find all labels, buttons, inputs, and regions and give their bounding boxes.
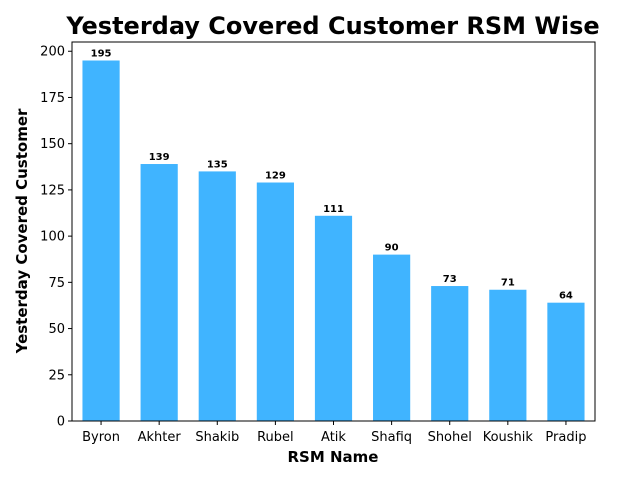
chart-title: Yesterday Covered Customer RSM Wise: [65, 12, 599, 40]
data-label-koushik: 71: [501, 278, 515, 289]
bar-byron: [82, 60, 120, 422]
x-tick-label-koushik: Koushik: [483, 430, 534, 445]
y-tick-label: 200: [40, 45, 65, 60]
plot-area: 195 Byron 139 Akhter 135 Shakib 129 Rubel 111 Ati…: [40, 41, 596, 445]
y-tick-label: 175: [40, 91, 65, 106]
y-axis-label: Yesterday Covered Customer: [13, 108, 31, 354]
data-label-rubel: 129: [265, 171, 286, 182]
bar-koushik: [489, 289, 527, 421]
bar-rubel: [256, 182, 294, 421]
data-label-shakib: 135: [207, 159, 228, 170]
x-tick-label-shafiq: Shafiq: [371, 430, 412, 445]
y-tick-label: 0: [57, 415, 65, 430]
bar-shohel: [431, 286, 469, 421]
data-label-atik: 111: [323, 204, 344, 215]
plot-frame: [71, 41, 596, 422]
y-tick-label: 25: [48, 368, 65, 383]
data-label-pradip: 64: [559, 291, 573, 302]
x-axis-label: RSM Name: [288, 448, 379, 466]
y-tick-label: 100: [40, 230, 65, 245]
data-label-akhter: 139: [149, 152, 170, 163]
x-tick-label-shohel: Shohel: [428, 430, 472, 445]
bar-akhter: [140, 164, 178, 421]
y-tick-label: 125: [40, 183, 65, 198]
x-tick-label-rubel: Rubel: [257, 430, 294, 445]
data-label-shafiq: 90: [385, 243, 399, 254]
data-label-byron: 195: [91, 48, 112, 59]
x-tick-label-shakib: Shakib: [195, 430, 239, 445]
bar-shakib: [198, 171, 236, 421]
bar-atik: [314, 215, 353, 421]
y-tick-label: 150: [40, 137, 65, 152]
x-tick-label-atik: Atik: [321, 430, 346, 445]
bar-shafiq: [373, 254, 411, 421]
x-tick-label-akhter: Akhter: [138, 430, 182, 445]
data-label-shohel: 73: [443, 274, 457, 285]
x-tick-label-byron: Byron: [82, 430, 120, 445]
y-tick-label: 50: [48, 322, 65, 337]
bar-pradip: [547, 302, 585, 421]
x-tick-label-pradip: Pradip: [545, 430, 586, 445]
y-tick-label: 75: [48, 276, 65, 291]
